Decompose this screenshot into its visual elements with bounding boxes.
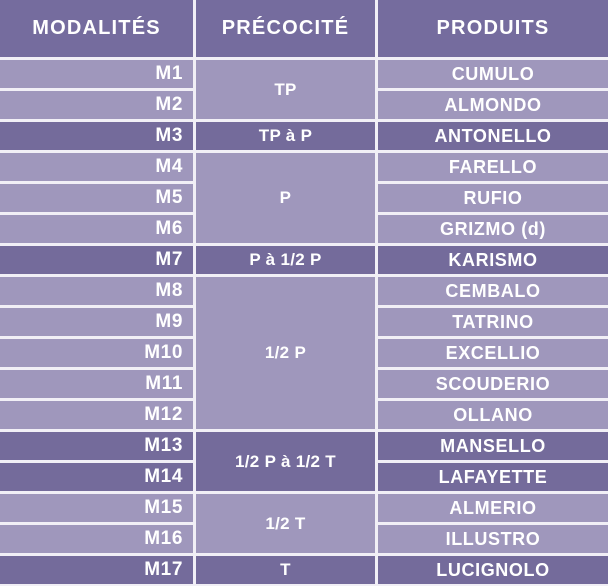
modalite-cell: M1 [0,60,193,88]
modalite-cell: M17 [0,556,193,584]
produit-cell: CUMULO [378,60,608,88]
modalite-cell: M16 [0,525,193,553]
modalite-cell: M14 [0,463,193,491]
produit-cell: ALMONDO [378,91,608,119]
produit-cell: LUCIGNOLO [378,556,608,584]
modalite-cell: M11 [0,370,193,398]
precocite-cell: 1/2 T [196,494,375,553]
column-header-produits: PRODUITS [378,0,608,57]
produit-cell: ALMERIO [378,494,608,522]
modalite-cell: M10 [0,339,193,367]
modalite-cell: M8 [0,277,193,305]
precocite-cell: T [196,556,375,584]
precocite-cell: P à 1/2 P [196,246,375,274]
produit-cell: CEMBALO [378,277,608,305]
produit-cell: OLLANO [378,401,608,429]
precocite-cell: P [196,153,375,243]
column-header-modalites: MODALITÉS [0,0,193,57]
modalite-cell: M9 [0,308,193,336]
modalite-cell: M13 [0,432,193,460]
modalite-cell: M4 [0,153,193,181]
produit-cell: EXCELLIO [378,339,608,367]
modalite-cell: M3 [0,122,193,150]
modalite-cell: M15 [0,494,193,522]
modalite-cell: M5 [0,184,193,212]
produit-cell: TATRINO [378,308,608,336]
modalite-cell: M12 [0,401,193,429]
produit-cell: GRIZMO (d) [378,215,608,243]
produit-cell: ANTONELLO [378,122,608,150]
produit-cell: RUFIO [378,184,608,212]
precocite-cell: TP à P [196,122,375,150]
produit-cell: ILLUSTRO [378,525,608,553]
modalite-cell: M7 [0,246,193,274]
precocite-cell: TP [196,60,375,119]
precocite-cell: 1/2 P [196,277,375,429]
produit-cell: SCOUDERIO [378,370,608,398]
produit-cell: FARELLO [378,153,608,181]
modalite-cell: M2 [0,91,193,119]
produit-cell: MANSELLO [378,432,608,460]
produit-cell: KARISMO [378,246,608,274]
modalite-cell: M6 [0,215,193,243]
produit-cell: LAFAYETTE [378,463,608,491]
precocite-cell: 1/2 P à 1/2 T [196,432,375,491]
column-header-precocite: PRÉCOCITÉ [196,0,375,57]
